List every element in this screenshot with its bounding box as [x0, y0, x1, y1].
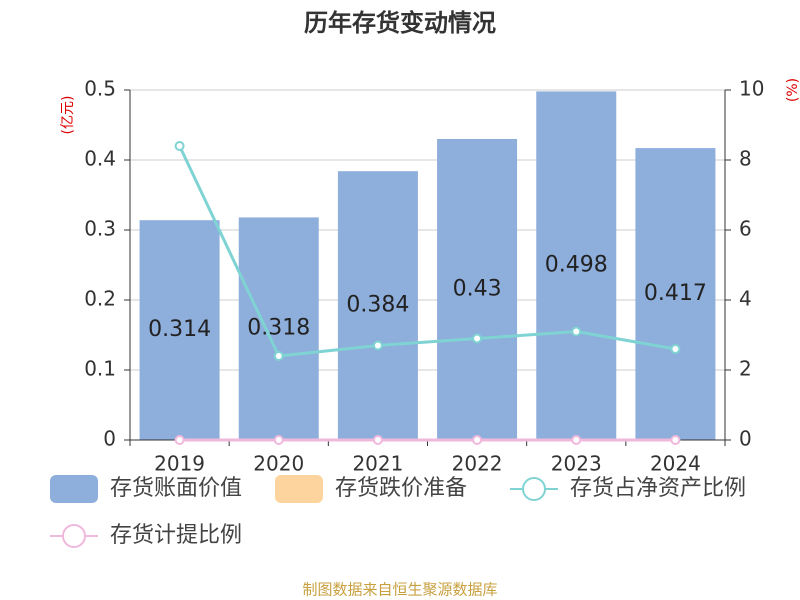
data-label: 0.43 — [453, 277, 502, 302]
legend-label: 存货计提比例 — [110, 523, 242, 548]
data-label: 0.314 — [148, 317, 211, 342]
line-point — [472, 435, 483, 445]
source-note: 制图数据来自恒生聚源数据库 — [302, 581, 497, 599]
y-tick-label: 0.5 — [84, 77, 116, 101]
x-tick-label: 2023 — [551, 452, 602, 476]
y2-axis-label: (%) — [785, 78, 800, 102]
bar — [238, 217, 319, 440]
x-tick-label: 2019 — [154, 452, 205, 476]
line-point — [571, 435, 582, 445]
y-axis-label: (亿元) — [60, 96, 76, 135]
x-tick-label: 2024 — [650, 452, 701, 476]
line-point — [670, 344, 681, 354]
x-tick-label: 2021 — [352, 452, 403, 476]
x-tick-label: 2020 — [253, 452, 304, 476]
y-tick-label: 0 — [103, 427, 116, 451]
legend-swatch — [50, 475, 98, 503]
legend-swatch — [62, 524, 86, 548]
bar — [437, 139, 518, 440]
bar — [139, 220, 220, 440]
bar — [635, 148, 716, 440]
y2-tick-label: 10 — [739, 77, 764, 101]
line-point — [571, 326, 582, 337]
bar — [536, 91, 617, 441]
line-point — [174, 435, 185, 445]
y-tick-label: 0.3 — [84, 217, 116, 241]
legend-label: 存货账面价值 — [110, 476, 242, 501]
line-point — [372, 435, 383, 445]
line — [178, 145, 676, 358]
line-point — [273, 435, 284, 445]
data-label: 0.498 — [545, 253, 608, 278]
line-point — [273, 351, 284, 361]
y-tick-label: 0.2 — [84, 287, 116, 311]
line-point — [472, 333, 483, 344]
chart-title: 历年存货变动情况 — [304, 9, 496, 37]
y2-tick-label: 4 — [739, 287, 752, 311]
legend-label: 存货占净资产比例 — [570, 476, 746, 501]
line-point — [372, 340, 383, 351]
line-point — [670, 435, 681, 445]
data-label: 0.318 — [247, 316, 310, 341]
data-label: 0.417 — [644, 281, 707, 306]
y2-tick-label: 6 — [739, 217, 752, 241]
legend-swatch — [522, 477, 546, 501]
data-label: 0.384 — [346, 293, 409, 318]
x-tick-label: 2022 — [452, 452, 503, 476]
y2-tick-label: 2 — [739, 357, 752, 381]
y2-tick-label: 0 — [739, 427, 752, 451]
line-point — [174, 141, 185, 151]
y-tick-label: 0.1 — [84, 357, 116, 381]
legend-label: 存货跌价准备 — [335, 476, 467, 501]
bar — [337, 171, 418, 440]
y2-tick-label: 8 — [739, 147, 752, 171]
legend-swatch — [275, 475, 323, 503]
y-tick-label: 0.4 — [84, 147, 116, 171]
